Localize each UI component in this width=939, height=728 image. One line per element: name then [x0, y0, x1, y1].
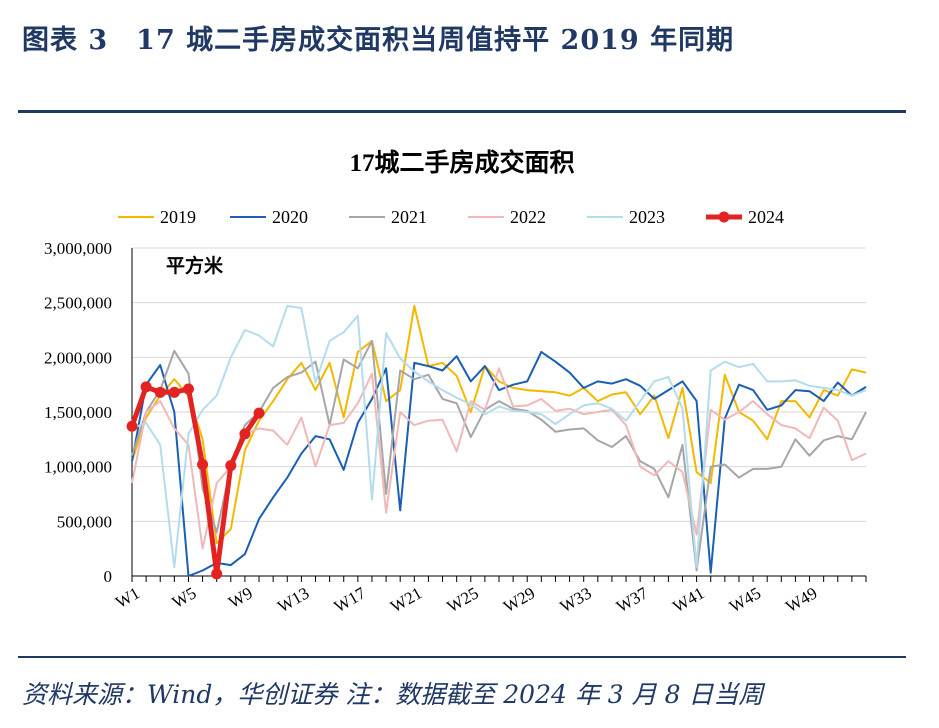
series-line-2022 [131, 367, 867, 550]
x-tick-label: W41 [669, 583, 707, 616]
y-tick-label: 1,000,000 [44, 458, 112, 477]
bottom-rule [18, 656, 906, 658]
plot-area [126, 304, 867, 580]
x-tick-label: W49 [782, 583, 820, 616]
point-2024 [126, 420, 138, 432]
x-tick-label: W9 [225, 583, 256, 612]
point-2024 [168, 386, 180, 398]
series-line-2019 [131, 304, 867, 545]
point-2024 [154, 386, 166, 398]
x-tick-label: W1 [112, 583, 143, 612]
x-tick-label: W17 [331, 583, 370, 616]
y-tick-label: 1,500,000 [44, 403, 112, 422]
legend-marker-2024 [718, 211, 730, 223]
point-2024 [239, 428, 251, 440]
top-rule [18, 110, 906, 113]
legend-label-2024: 2024 [748, 207, 784, 227]
x-tick-label: W25 [444, 583, 482, 616]
grid-lines [132, 247, 866, 522]
y-axis: 0 500,000 1,000,000 1,500,000 2,000,000 2,500… [44, 239, 133, 586]
x-tick-label: W29 [500, 583, 538, 616]
point-2024 [211, 568, 223, 580]
legend-label-2023: 2023 [629, 207, 665, 227]
x-tick-label: W45 [726, 583, 764, 616]
series-line-2023 [131, 304, 867, 569]
line-chart: 17城二手房成交面积 2019 2020 2021 2022 2023 2024 0 500… [44, 148, 867, 616]
x-axis: W1 W5 W9 W13 W17 W21 W25 W29 W33 W37 W41 W45 W49 [112, 575, 867, 616]
point-2024 [225, 460, 237, 472]
legend-label-2021: 2021 [391, 207, 427, 227]
legend-label-2022: 2022 [510, 207, 546, 227]
x-tick-label: W13 [274, 583, 312, 616]
series-line-2024 [129, 384, 262, 577]
source-note: 资料来源：Wind，华创证券 注：数据截至 2024 年 3 月 8 日当周 [22, 680, 764, 709]
y-tick-label: 500,000 [57, 512, 112, 531]
y-tick-label: 2,000,000 [44, 348, 112, 367]
point-2024 [197, 458, 209, 470]
figure-title: 图表 3 17 城二手房成交面积当周值持平 2019 年同期 [22, 25, 735, 56]
point-2024 [140, 381, 152, 393]
series-line-2021 [131, 339, 867, 572]
series-line-2020 [131, 350, 867, 577]
y-tick-label: 2,500,000 [44, 294, 112, 313]
chart-title: 17城二手房成交面积 [349, 148, 574, 177]
y-tick-label: 3,000,000 [44, 239, 112, 258]
point-2024 [182, 383, 194, 395]
x-tick-label: W37 [613, 583, 652, 616]
point-2024 [253, 407, 265, 419]
x-tick-label: W5 [169, 583, 200, 612]
y-tick-label: 0 [104, 567, 113, 586]
legend-label-2019: 2019 [160, 207, 196, 227]
x-tick-label: W21 [387, 583, 425, 616]
x-tick-label: W33 [557, 583, 595, 616]
legend-label-2020: 2020 [272, 207, 308, 227]
chart-legend: 2019 2020 2021 2022 2023 2024 [118, 207, 784, 227]
unit-label: 平方米 [166, 254, 224, 277]
